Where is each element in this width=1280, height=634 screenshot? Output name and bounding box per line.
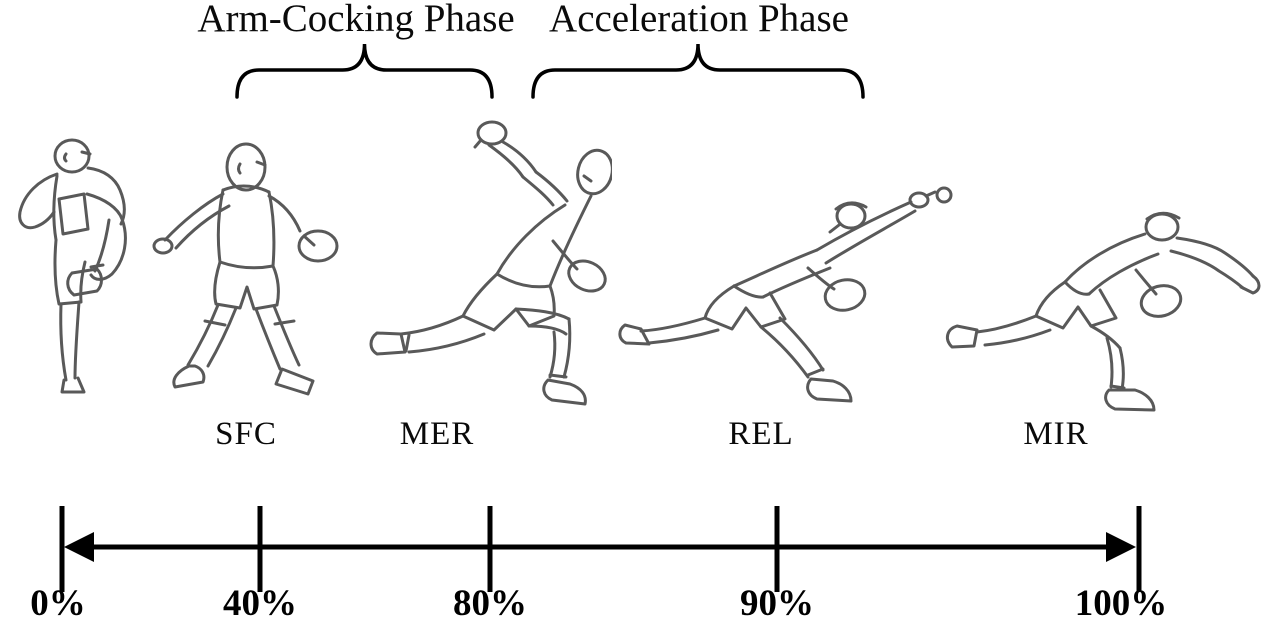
event-label-rel: REL <box>728 416 794 452</box>
event-label-mir: MIR <box>1023 416 1089 452</box>
timeline-arrowhead-left <box>64 532 94 562</box>
tick-label-90%: 90% <box>740 583 814 624</box>
pitcher-stride-foot-contact-figure <box>152 142 339 396</box>
tick-label-0%: 0% <box>30 583 86 624</box>
pitcher-ball-release-figure <box>618 186 953 403</box>
phase-brace-acceleration <box>531 43 865 99</box>
event-label-mer: MER <box>399 416 475 452</box>
timeline-arrowhead-right <box>1106 532 1136 562</box>
phase-title-arm-cocking: Arm-Cocking Phase <box>197 0 515 40</box>
tick-label-100%: 100% <box>1074 583 1168 624</box>
pitcher-max-external-rotation-figure <box>369 120 612 406</box>
pitcher-windup-figure <box>18 138 127 394</box>
event-label-sfc: SFC <box>215 416 277 452</box>
pitcher-max-internal-rotation-figure <box>945 211 1261 412</box>
tick-label-80%: 80% <box>453 583 527 624</box>
tick-label-40%: 40% <box>223 583 297 624</box>
phase-title-acceleration: Acceleration Phase <box>549 0 849 40</box>
phase-brace-arm-cocking <box>235 43 494 99</box>
